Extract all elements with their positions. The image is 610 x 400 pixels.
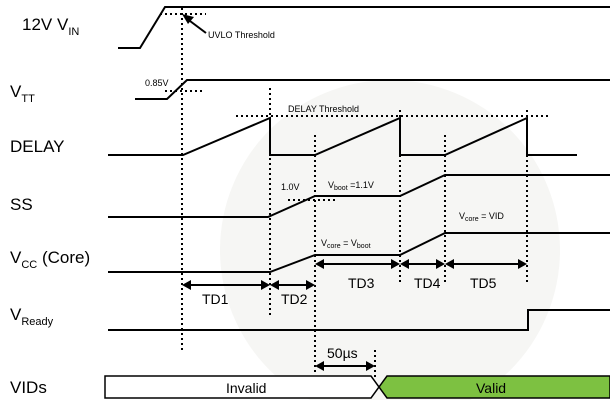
waveform-vtt xyxy=(135,79,610,100)
vtt-085-label: 0.85V xyxy=(145,78,169,88)
label-vtt: VTT xyxy=(10,82,35,105)
vids-invalid-label: Invalid xyxy=(226,380,266,396)
waveform-ss xyxy=(108,174,610,218)
label-50us: 50µs xyxy=(327,345,358,361)
label-vin: 12V VIN xyxy=(22,15,79,38)
uvlo-threshold-label: UVLO Threshold xyxy=(208,30,275,40)
delay-threshold-label: DELAY Threshold xyxy=(288,104,359,114)
vids-valid-region xyxy=(378,375,610,399)
label-td1: TD1 xyxy=(202,291,229,307)
vcore-vid-label: Vcore = VID xyxy=(459,211,504,223)
label-td4: TD4 xyxy=(414,275,441,291)
vcore-vboot-label: Vcore = Vboot xyxy=(321,238,371,250)
watermark-shape xyxy=(220,80,560,400)
label-delay: DELAY xyxy=(10,137,65,156)
label-vready: VReady xyxy=(10,305,54,328)
vids-valid-label: Valid xyxy=(476,380,506,396)
interval-arrows xyxy=(182,259,527,371)
waveform-vready xyxy=(108,309,610,331)
label-vcc: VCC (Core) xyxy=(10,248,90,271)
label-vids: VIDs xyxy=(10,378,47,397)
vids-invalid-region xyxy=(104,375,380,399)
label-ss: SS xyxy=(10,195,33,214)
label-td3: TD3 xyxy=(348,275,375,291)
vboot-label: Vboot =1.1V xyxy=(328,180,374,192)
uvlo-arrow-head xyxy=(182,14,194,24)
label-td5: TD5 xyxy=(470,275,497,291)
waveform-vin xyxy=(118,6,610,49)
waveform-vcc xyxy=(108,232,610,273)
ss-10v-label: 1.0V xyxy=(281,182,300,192)
label-td2: TD2 xyxy=(281,291,308,307)
